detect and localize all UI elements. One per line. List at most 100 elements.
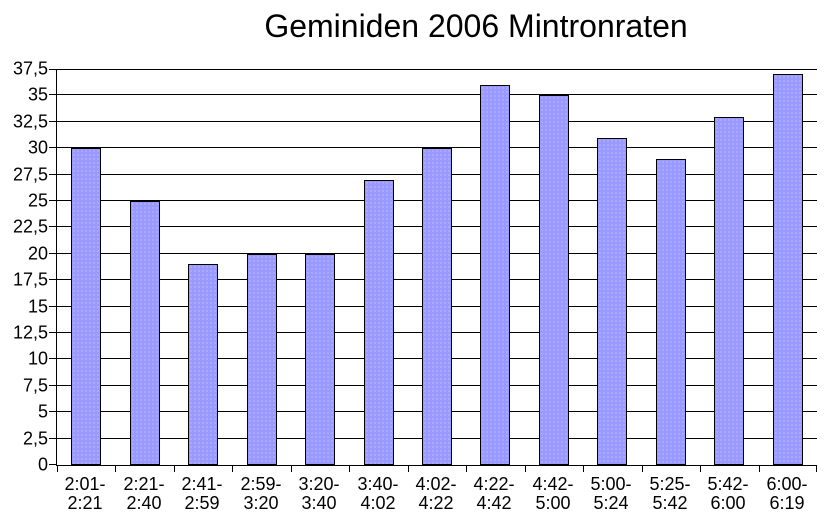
x-tick-label-line1: 2:59-: [240, 474, 282, 494]
y-tick-mark: [49, 306, 57, 307]
y-tick-label: 20: [27, 243, 48, 264]
x-tick-label-line2: 3:40: [301, 493, 337, 513]
y-tick-mark: [49, 253, 57, 254]
x-tick-label: 4:22- 4:42: [452, 475, 536, 513]
x-tick-label: 2:21- 2:40: [102, 475, 186, 513]
bar: [71, 148, 101, 465]
x-tick-label-line2: 6:00: [710, 493, 746, 513]
x-tick-label-line2: 4:02: [360, 493, 396, 513]
y-tick-label: 12,5: [12, 322, 48, 343]
x-tick-mark: [700, 466, 701, 472]
y-axis-labels: 0 2,5 5 7,5 10 12,5 15 17,5 20 22,5 25 27,5 30 32,5 35…: [0, 59, 48, 475]
x-tick-label-line2: 5:42: [652, 493, 688, 513]
y-tick-label: 2,5: [22, 428, 48, 449]
x-tick-label-line2: 4:22: [418, 493, 454, 513]
x-tick-label-line1: 2:01-: [64, 474, 106, 494]
x-tick-label-line1: 4:22-: [473, 474, 515, 494]
x-tick-label: 5:00- 5:24: [569, 475, 653, 513]
x-tick-label: 3:40- 4:02: [336, 475, 420, 513]
x-axis-labels: 2:01- 2:21 2:21- 2:40 2:41- 2:59 2:59- 3:20 3:20…: [56, 475, 816, 517]
x-tick-mark: [349, 466, 350, 472]
x-tick-label: 2:59- 3:20: [219, 475, 303, 513]
gridline: [57, 94, 817, 95]
x-tick-label-line1: 2:21-: [123, 474, 165, 494]
x-tick-label-line2: 6:19: [769, 493, 805, 513]
y-tick-mark: [49, 464, 57, 465]
x-tick-label-line1: 4:42-: [532, 474, 574, 494]
x-tick-mark: [115, 466, 116, 472]
y-tick-mark: [49, 94, 57, 95]
bar: [305, 254, 335, 465]
x-tick-mark: [466, 466, 467, 472]
bar: [656, 159, 686, 465]
x-tick-label-line2: 2:59: [184, 493, 220, 513]
x-tick-mark: [291, 466, 292, 472]
x-tick-label-line1: 5:00-: [590, 474, 632, 494]
x-tick-label-line1: 4:02-: [415, 474, 457, 494]
x-tick-label: 4:42- 5:00: [511, 475, 595, 513]
x-tick-mark: [57, 466, 58, 472]
x-tick-label: 6:00- 6:19: [745, 475, 829, 513]
y-tick-mark: [49, 147, 57, 148]
x-tick-label: 2:01- 2:21: [43, 475, 127, 513]
x-tick-label-line1: 5:42-: [707, 474, 749, 494]
bar: [422, 148, 452, 465]
x-tick-mark: [759, 466, 760, 472]
bar: [597, 138, 627, 465]
y-tick-mark: [49, 174, 57, 175]
x-tick-label: 3:20- 3:40: [277, 475, 361, 513]
x-tick-mark: [642, 466, 643, 472]
bar: [480, 85, 510, 465]
y-tick-label: 25: [27, 190, 48, 211]
y-tick-label: 35: [27, 84, 48, 105]
y-tick-label: 15: [27, 296, 48, 317]
y-tick-label: 17,5: [12, 269, 48, 290]
x-tick-mark: [816, 466, 817, 472]
y-tick-mark: [49, 332, 57, 333]
x-tick-mark: [583, 466, 584, 472]
x-tick-label-line2: 2:21: [67, 493, 103, 513]
x-tick-label-line2: 5:00: [535, 493, 571, 513]
x-tick-label: 4:02- 4:22: [394, 475, 478, 513]
x-tick-label-line1: 6:00-: [766, 474, 808, 494]
x-tick-label-line2: 3:20: [243, 493, 279, 513]
x-tick-label-line2: 4:42: [476, 493, 512, 513]
x-tick-label-line2: 5:24: [593, 493, 629, 513]
x-tick-label: 5:25- 5:42: [628, 475, 712, 513]
x-tick-label: 5:42- 6:00: [686, 475, 770, 513]
y-tick-label: 10: [27, 348, 48, 369]
y-tick-mark: [49, 69, 57, 70]
bar: [773, 74, 803, 465]
y-tick-mark: [49, 226, 57, 227]
x-tick-label-line1: 3:20-: [298, 474, 340, 494]
y-tick-mark: [49, 358, 57, 359]
y-tick-label: 22,5: [12, 216, 48, 237]
y-tick-label: 30: [27, 137, 48, 158]
x-tick-label-line1: 2:41-: [181, 474, 223, 494]
y-tick-label: 0: [37, 454, 48, 475]
x-tick-mark: [232, 466, 233, 472]
x-tick-label-line1: 3:40-: [357, 474, 399, 494]
y-tick-mark: [49, 200, 57, 201]
y-tick-label: 5: [37, 401, 48, 422]
y-tick-mark: [49, 121, 57, 122]
bar: [247, 254, 277, 465]
y-tick-label: 7,5: [22, 375, 48, 396]
bar: [714, 117, 744, 465]
chart-title: Geminiden 2006 Mintronraten: [264, 8, 688, 44]
y-tick-mark: [49, 385, 57, 386]
x-tick-label: 2:41- 2:59: [160, 475, 244, 513]
x-tick-label-line1: 5:25-: [649, 474, 691, 494]
y-tick-label: 32,5: [12, 111, 48, 132]
y-tick-mark: [49, 411, 57, 412]
bar: [539, 95, 569, 465]
y-tick-mark: [49, 279, 57, 280]
bar: [130, 201, 160, 465]
bar: [364, 180, 394, 465]
x-tick-label-line2: 2:40: [126, 493, 162, 513]
x-tick-mark: [408, 466, 409, 472]
plot-area: [49, 69, 817, 472]
gridline: [57, 121, 817, 122]
bar: [188, 264, 218, 465]
